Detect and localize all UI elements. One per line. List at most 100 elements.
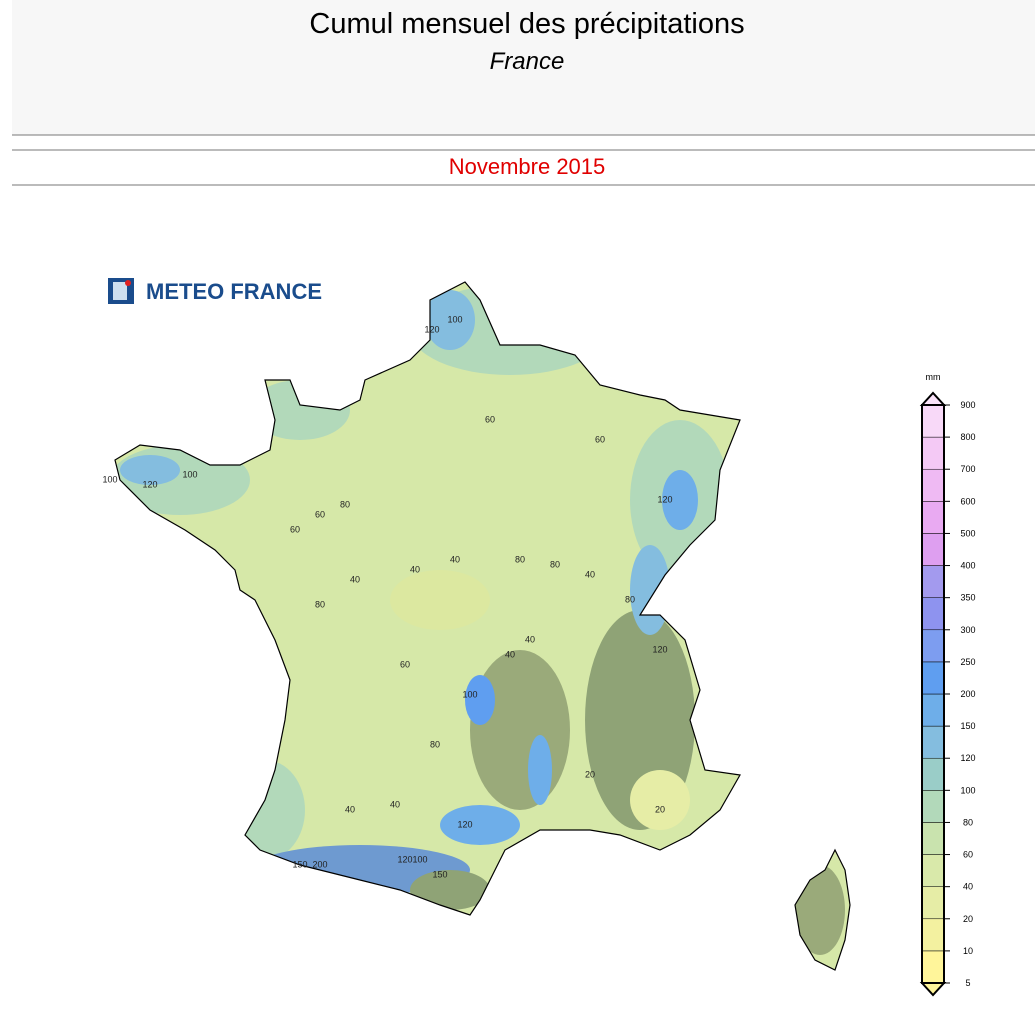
rain-zone [250, 380, 350, 440]
color-cell [921, 404, 945, 438]
contour-label: 150 [432, 869, 447, 879]
rain-zone [630, 545, 670, 635]
tick-label: 600 [960, 496, 975, 506]
tick-label: 900 [960, 400, 975, 410]
contour-label: 40 [585, 569, 595, 579]
rain-zone [225, 760, 305, 860]
contour-label: 40 [525, 634, 535, 644]
logo-icon [125, 280, 131, 286]
color-cell [921, 661, 945, 695]
tick-label: 500 [960, 528, 975, 538]
tick-label: 800 [960, 432, 975, 442]
tick-label: 40 [963, 882, 973, 892]
contour-label: 20 [655, 804, 665, 814]
contour-label: 100 [447, 314, 462, 324]
contour-label: 150 [292, 859, 307, 869]
contour-label: 80 [625, 594, 635, 604]
tick-label: 100 [960, 785, 975, 795]
contour-label: 100 [412, 854, 427, 864]
relief-zone [410, 870, 490, 910]
color-cell [921, 597, 945, 631]
tick-label: 250 [960, 657, 975, 667]
rain-field [115, 282, 850, 970]
contour-label: 40 [505, 649, 515, 659]
contour-label: 120 [657, 494, 672, 504]
tick-label: 350 [960, 593, 975, 603]
color-cell [921, 790, 945, 823]
rain-zone [630, 770, 690, 830]
rain-zone [528, 735, 552, 805]
contour-label: 60 [485, 414, 495, 424]
color-cell [921, 918, 945, 952]
contour-label: 100 [182, 469, 197, 479]
colorbar-top [919, 391, 947, 406]
color-cell [921, 822, 945, 855]
contour-label: 40 [390, 799, 400, 809]
contour-label: 60 [290, 524, 300, 534]
contour-label: 60 [400, 659, 410, 669]
contour-label: 40 [345, 804, 355, 814]
contour-label: 20 [585, 769, 595, 779]
logo-text: METEO FRANCE [146, 279, 322, 304]
contour-label: 60 [595, 434, 605, 444]
title: Cumul mensuel des précipitations [309, 8, 744, 40]
period: Novembre 2015 [449, 154, 606, 179]
color-cell [921, 436, 945, 470]
rain-zone [120, 455, 180, 485]
contour-label: 80 [340, 499, 350, 509]
tick-label: 200 [960, 689, 975, 699]
color-cell [921, 886, 945, 920]
colorbar: 5 10 20 40 60 80 100 120 150 200 250 300 350 400 500 60… [919, 391, 976, 997]
contour-label: 200 [312, 859, 327, 869]
contour-label: 80 [315, 599, 325, 609]
contour-label: 100 [102, 474, 117, 484]
colorbar-bottom [919, 982, 947, 997]
rain-zone [465, 675, 495, 725]
tick-label: 20 [963, 914, 973, 924]
contour-label: 60 [315, 509, 325, 519]
contour-label: 80 [550, 559, 560, 569]
contour-label: 40 [450, 554, 460, 564]
contour-label: 80 [515, 554, 525, 564]
contour-label: 40 [350, 574, 360, 584]
header-bg [12, 0, 1035, 135]
contour-label: 120 [142, 479, 157, 489]
contour-label: 120 [397, 854, 412, 864]
contour-label: 40 [410, 564, 420, 574]
relief-zone [470, 650, 570, 810]
logo-icon [113, 282, 127, 300]
logo: METEO FRANCE [108, 278, 322, 304]
legend-unit: mm [926, 372, 941, 382]
color-cell [921, 533, 945, 566]
contour-label: 120 [457, 819, 472, 829]
tick-label: 700 [960, 464, 975, 474]
tick-label: 10 [963, 946, 973, 956]
tick-label: 300 [960, 625, 975, 635]
color-cell [921, 950, 945, 984]
rain-zone [662, 470, 698, 530]
rain-zone [440, 805, 520, 845]
color-cell [921, 565, 945, 598]
relief-zone [795, 865, 845, 955]
color-cell [921, 501, 945, 534]
tick-label: 5 [965, 978, 970, 988]
tick-label: 60 [963, 850, 973, 860]
rain-zone [425, 290, 475, 350]
color-cell [921, 854, 945, 887]
subtitle: France [490, 48, 565, 75]
contour-label: 120 [424, 324, 439, 334]
tick-label: 80 [963, 817, 973, 827]
contour-label: 120 [652, 644, 667, 654]
contour-label: 100 [462, 689, 477, 699]
rain-zone [390, 570, 490, 630]
color-cell [921, 725, 945, 759]
map [115, 282, 850, 970]
tick-label: 150 [960, 721, 975, 731]
tick-label: 120 [960, 753, 975, 763]
color-cell [921, 468, 945, 502]
tick-label: 400 [960, 561, 975, 571]
color-cell [921, 629, 945, 663]
